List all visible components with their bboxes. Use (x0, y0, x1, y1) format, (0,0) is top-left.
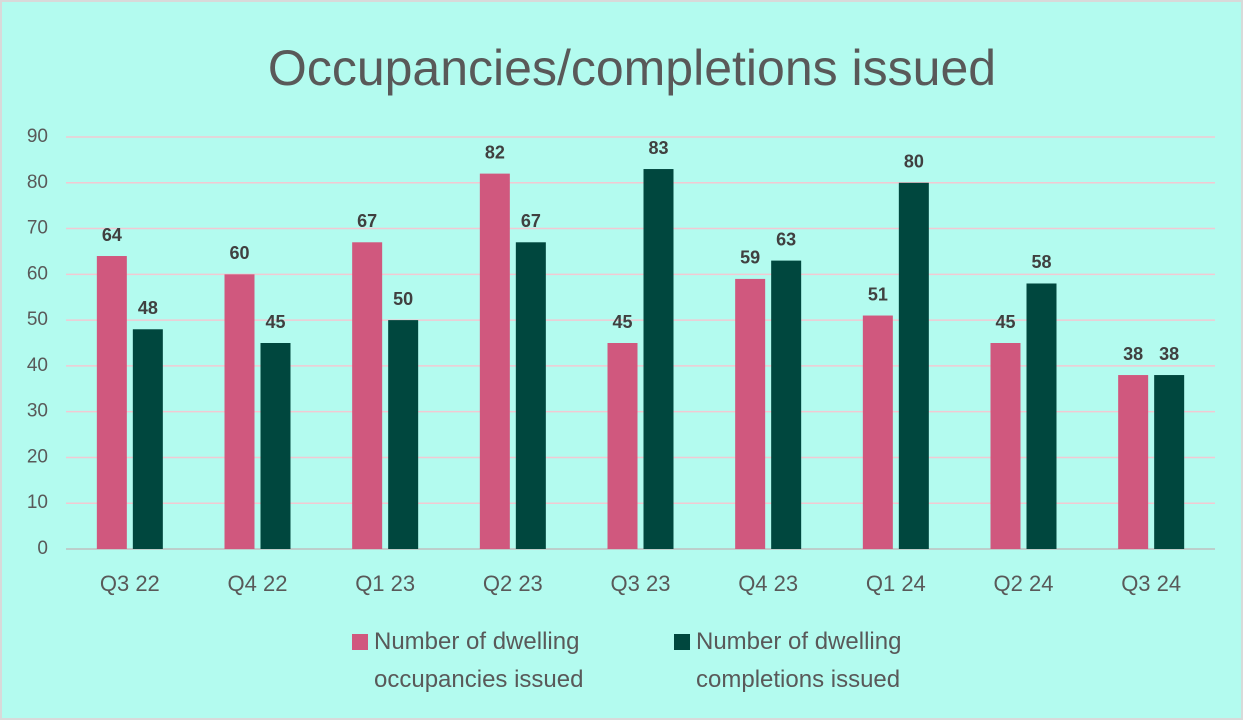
legend-item: Number of dwelling occupancies issued (352, 623, 624, 699)
legend-item: Number of dwelling completions issued (674, 623, 946, 699)
y-tick-label: 90 (27, 126, 48, 147)
x-tick-label: Q4 23 (738, 571, 798, 596)
bar (388, 320, 419, 549)
data-label: 45 (995, 312, 1015, 332)
bar (990, 343, 1021, 549)
data-label: 67 (357, 211, 377, 231)
x-tick-label: Q1 23 (355, 571, 415, 596)
y-tick-label: 70 (27, 218, 48, 239)
bar (898, 182, 929, 549)
bar (224, 274, 255, 549)
data-label: 38 (1159, 344, 1179, 364)
legend-swatch (674, 634, 690, 650)
bar (352, 242, 383, 550)
data-label: 83 (648, 138, 668, 158)
data-label: 59 (740, 248, 760, 268)
bar (1154, 375, 1185, 549)
bar (643, 169, 674, 550)
y-tick-label: 40 (27, 355, 48, 376)
data-label: 63 (776, 229, 796, 249)
bar (1118, 375, 1149, 549)
x-tick-label: Q1 24 (866, 571, 926, 596)
data-label: 38 (1123, 344, 1143, 364)
x-tick-label: Q2 24 (994, 571, 1054, 596)
data-label: 51 (868, 284, 888, 304)
x-tick-label: Q4 22 (228, 571, 288, 596)
x-tick-label: Q2 23 (483, 571, 543, 596)
bar (735, 278, 766, 549)
data-label: 48 (138, 298, 158, 318)
data-label: 67 (521, 211, 541, 231)
data-label: 80 (904, 152, 924, 172)
legend-label: Number of dwelling completions issued (696, 628, 902, 693)
legend-swatch (352, 634, 368, 650)
data-label: 45 (265, 312, 285, 332)
x-tick-label: Q3 24 (1121, 571, 1181, 596)
data-label: 50 (393, 289, 413, 309)
data-label: 60 (229, 243, 249, 263)
y-tick-label: 20 (27, 446, 48, 467)
bar (132, 329, 163, 549)
legend-label: Number of dwelling occupancies issued (374, 628, 584, 693)
data-label: 82 (485, 142, 505, 162)
data-label: 64 (102, 225, 122, 245)
chart-title: Occupancies/completions issued (268, 40, 996, 96)
y-tick-label: 0 (37, 538, 48, 559)
bar (479, 173, 510, 549)
bar (515, 242, 546, 550)
y-tick-label: 50 (27, 309, 48, 330)
data-label: 58 (1031, 252, 1051, 272)
bar (607, 343, 638, 549)
bar (1026, 283, 1057, 549)
y-tick-label: 80 (27, 172, 48, 193)
y-tick-label: 60 (27, 263, 48, 284)
bar (771, 260, 802, 549)
y-tick-label: 30 (27, 401, 48, 422)
data-label: 45 (612, 312, 632, 332)
x-tick-label: Q3 23 (611, 571, 671, 596)
bar (96, 256, 127, 549)
y-tick-label: 10 (27, 492, 48, 513)
bar (260, 343, 291, 549)
x-tick-label: Q3 22 (100, 571, 160, 596)
bar (862, 315, 893, 549)
